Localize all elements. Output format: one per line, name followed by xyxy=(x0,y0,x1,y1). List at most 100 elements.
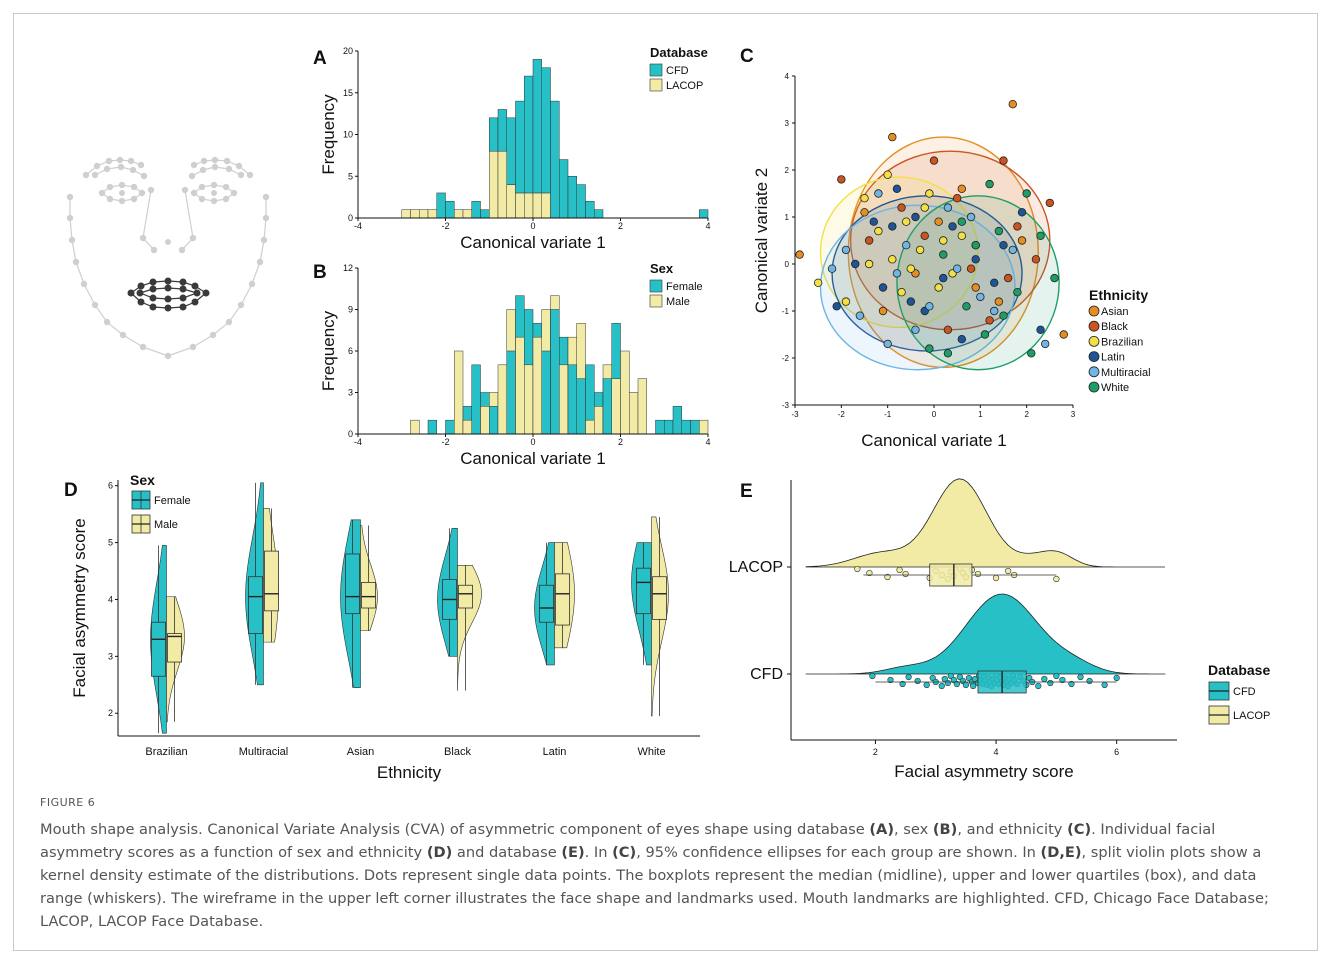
point-white xyxy=(980,330,990,339)
landmark xyxy=(149,278,157,286)
point-white xyxy=(1027,349,1036,358)
point-cfd xyxy=(1077,673,1084,681)
point-white xyxy=(962,302,971,311)
hist-bar-male xyxy=(524,364,534,435)
caption-bold: (D,E) xyxy=(1040,844,1082,861)
y-tick-label: 4 xyxy=(785,72,790,81)
figure-frame xyxy=(13,13,1318,951)
legend-swatch-multiracial xyxy=(1088,366,1100,378)
x-axis-title: Ethnicity xyxy=(377,763,442,782)
point-brazilian xyxy=(874,226,883,236)
y-axis-title: Frequency xyxy=(319,310,338,391)
point-black xyxy=(952,193,962,203)
y-tick-label: 10 xyxy=(343,130,353,140)
y-tick-label: 2 xyxy=(108,708,113,718)
point-latin xyxy=(911,212,920,222)
hist-bar-cfd xyxy=(576,184,586,219)
point-black xyxy=(920,231,929,240)
legend-title: Ethnicity xyxy=(1089,287,1148,303)
category-label: CFD xyxy=(750,666,783,683)
landmark xyxy=(72,258,80,266)
point-lacop xyxy=(992,574,1000,582)
landmark xyxy=(178,246,186,254)
landmark xyxy=(223,157,231,165)
point-multiracial xyxy=(925,302,934,311)
point-latin xyxy=(990,278,999,287)
landmark xyxy=(149,303,157,311)
point-brazilian xyxy=(860,193,869,203)
point-multiracial xyxy=(841,245,851,255)
point-lacop xyxy=(1005,567,1012,575)
x-tick-label: -2 xyxy=(838,410,846,419)
landmark xyxy=(198,195,206,203)
point-black xyxy=(864,236,874,245)
landmark xyxy=(119,190,125,196)
landmark xyxy=(210,197,218,205)
point-white xyxy=(1013,288,1022,297)
y-tick-label: -3 xyxy=(782,401,790,410)
point-cfd xyxy=(1059,676,1066,684)
landmark xyxy=(118,181,126,189)
hist-bar-cfd xyxy=(559,159,569,219)
x-tick-label: -4 xyxy=(354,437,362,447)
point-latin xyxy=(851,259,860,269)
point-lacop xyxy=(866,569,873,577)
figure-caption: Mouth shape analysis. Canonical Variate … xyxy=(40,821,1269,930)
box-male xyxy=(361,582,376,609)
landmark xyxy=(222,183,230,191)
landmark xyxy=(193,289,201,297)
landmark xyxy=(117,163,125,171)
landmark xyxy=(209,331,217,339)
point-multiracial xyxy=(855,311,865,320)
hist-bar-lacop xyxy=(401,209,411,219)
legend-label-multiracial: Multiracial xyxy=(1101,367,1151,379)
x-axis-title: Canonical variate 1 xyxy=(460,233,606,252)
point-lacop xyxy=(884,573,891,581)
point-cfd xyxy=(923,681,930,689)
landmark xyxy=(137,282,145,290)
hist-bar-male xyxy=(611,378,621,435)
x-tick-label: 2 xyxy=(618,221,623,231)
landmark xyxy=(98,189,106,197)
landmark xyxy=(82,171,90,179)
point-multiracial xyxy=(952,264,962,273)
point-brazilian xyxy=(920,203,929,212)
hist-bar-lacop xyxy=(515,192,525,219)
y-tick-label: 5 xyxy=(348,171,353,181)
y-axis-title: Canonical variate 2 xyxy=(752,168,771,314)
density-cfd xyxy=(806,593,1166,675)
hist-bar-lacop xyxy=(410,209,420,219)
hist-bar-male xyxy=(629,392,639,435)
hist-bar-cfd xyxy=(541,67,551,194)
panel-letter: E xyxy=(740,481,753,502)
x-tick-label: -4 xyxy=(354,221,362,231)
hist-bar-lacop xyxy=(454,209,464,219)
point-cfd xyxy=(944,679,951,687)
x-tick-label: 0 xyxy=(530,437,535,447)
landmark xyxy=(118,197,126,205)
x-tick-label: 4 xyxy=(705,221,710,231)
point-multiracial xyxy=(966,212,976,222)
legend-title: Database xyxy=(650,45,708,60)
point-black xyxy=(943,325,953,334)
hist-bar-cfd xyxy=(480,209,490,219)
hist-bar-cfd xyxy=(489,117,499,152)
legend-label-black: Black xyxy=(1101,321,1128,333)
hist-bar-female xyxy=(489,406,499,435)
category-label: Latin xyxy=(543,746,567,758)
point-black xyxy=(1031,255,1041,264)
point-multiracial xyxy=(892,269,902,278)
panel-letter: A xyxy=(313,48,327,69)
hist-bar-cfd xyxy=(532,59,542,194)
landmark xyxy=(165,239,171,245)
point-lacop xyxy=(1053,575,1060,583)
hist-bar-male xyxy=(480,406,490,435)
landmark xyxy=(106,183,114,191)
point-asian xyxy=(878,306,888,316)
point-black xyxy=(1003,273,1013,283)
legend-label-asian: Asian xyxy=(1101,306,1129,318)
landmark xyxy=(189,343,197,351)
landmark xyxy=(119,331,127,339)
hist-bar-female xyxy=(576,378,586,435)
landmark xyxy=(103,165,111,173)
